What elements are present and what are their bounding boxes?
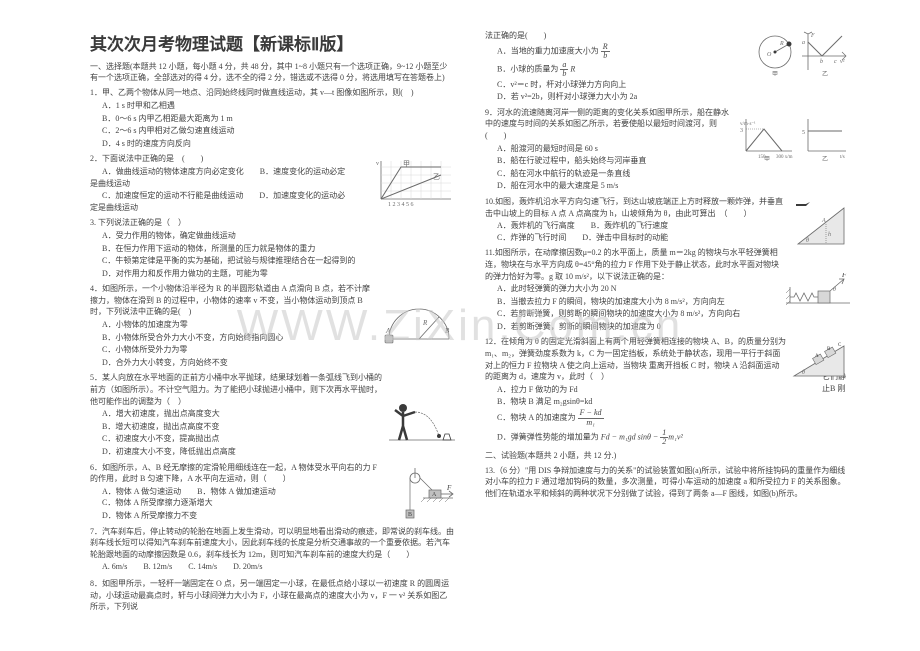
svg-text:F: F	[446, 484, 452, 492]
svg-text:v: v	[376, 161, 379, 167]
svg-text:甲: 甲	[403, 160, 410, 168]
svg-text:A: A	[385, 327, 391, 335]
section2-intro: 二、试验题(本题共 2 小题，共 12 分.)	[485, 450, 850, 461]
svg-text:A: A	[815, 354, 819, 359]
svg-text:a: a	[802, 40, 805, 46]
svg-text:F: F	[810, 33, 815, 39]
svg-text:θ: θ	[833, 287, 836, 293]
svg-text:300 x/m: 300 x/m	[776, 155, 793, 160]
q1: 1．甲、乙两个物体从同一地点、沿同始终线同时做直线运动，其 v—t 图像如图所示…	[90, 87, 455, 149]
svg-text:c: c	[834, 59, 837, 65]
q8-part2: 法正确的是( ) A．当地的重力加速度大小为 Rb B．小球的质量为 ab R …	[485, 30, 850, 103]
incline-abc-icon: A B C θ	[790, 338, 850, 384]
q13: 13.（6 分）"用 DIS 争辩加速度与力的关系"的试验装置如图(a)所示，试…	[485, 465, 850, 500]
q10: 10.如图，轰炸机沿水平方向匀速飞行，到达山坡底端正上方时释放一颗炸弹，并垂直击…	[485, 196, 850, 243]
svg-text:R: R	[779, 41, 784, 47]
q6: 6．如图所示，A、B 经无摩擦的定滑轮用细线连在一起，A 物体受水平向右的力 F…	[90, 462, 455, 522]
svg-text:B: B	[408, 512, 412, 518]
river-graph2-icon: 5 t/s 乙	[800, 117, 850, 165]
svg-text:乙: 乙	[822, 156, 828, 161]
svg-text:3: 3	[740, 128, 743, 134]
svg-text:t/s: t/s	[840, 155, 845, 160]
svg-text:B: B	[445, 327, 450, 335]
spring-block-icon: F θ	[786, 273, 850, 311]
svg-text:O: O	[767, 52, 772, 58]
section1-intro: 一、选择题(本题共 12 小题，每小题 4 分，共 48 分，其中 1~8 小题…	[90, 61, 455, 83]
q5: 5．某人向放在水平地面的正前方小桶中水平抛球，结果球划着一条弧线飞到小桶的前方（…	[90, 372, 455, 457]
svg-text:b: b	[820, 59, 823, 65]
svg-text:A: A	[821, 218, 826, 224]
pulley-icon: B A F	[381, 468, 455, 526]
circle-rod-icon: O R 甲	[754, 30, 796, 80]
paper-title: 其次次月考物理试题【新课标Ⅱ版】	[90, 30, 455, 55]
vt-graph-icon: 甲 乙 1 2 3 4 5 6 v	[373, 157, 455, 211]
q9: 9．河水的流速随离河岸一侧的距离的变化关系如图甲所示，船在静水中的速度与时间的关…	[485, 107, 850, 192]
svg-text:R: R	[422, 319, 428, 327]
svg-text:A: A	[432, 492, 437, 498]
q7: 7．汽车刹车后，停止转动的轮胎在地面上发生滑动，可以明显地看出滑动的痕迹，即常说…	[90, 526, 455, 574]
svg-text:θ: θ	[802, 370, 805, 376]
q12: 12．在倾角为 θ 的固定光滑斜面上有两个用轻弹簧相连接的物块 A、B，的质量分…	[485, 336, 850, 445]
svg-text:乙: 乙	[822, 71, 828, 76]
svg-text:v/m·s⁻¹: v/m·s⁻¹	[740, 121, 756, 127]
bomber-slope-icon: A h θ	[792, 200, 850, 254]
thrower-icon	[389, 398, 455, 446]
svg-text:1 2 3 4 5 6: 1 2 3 4 5 6	[388, 202, 414, 207]
q4: 4．如图所示，一个小物体沿半径为 R 的半圆形轨道由 A 点滑向 B 点，若不计…	[90, 283, 455, 368]
q11: 11.如图所示，在动摩擦因数μ=0.2 的水平面上，质量 m＝2kg 的物块与水…	[485, 247, 850, 332]
left-column: 其次次月考物理试题【新课标Ⅱ版】 一、选择题(本题共 12 小题，每小题 4 分…	[90, 30, 455, 617]
fv2-graph-icon: a b c F v² 乙	[800, 30, 850, 80]
right-column: 法正确的是( ) A．当地的重力加速度大小为 Rb B．小球的质量为 ab R …	[485, 30, 850, 617]
svg-text:甲: 甲	[772, 71, 778, 76]
q2: 2．下面说法中正确的是 ( ) A．做曲线运动的物体速度方向必定变化 B．速度变…	[90, 153, 455, 213]
q8-part1: 8．如图甲所示，一轻杆一端固定在 O 点，另一端固定一小球，在最低点给小球以一初…	[90, 578, 455, 613]
svg-text:v²: v²	[840, 59, 845, 65]
svg-text:甲: 甲	[764, 156, 770, 161]
river-graph-icon: 3 v/m·s⁻¹ 150 300 x/m 甲	[738, 117, 796, 165]
svg-text:θ: θ	[806, 238, 809, 244]
q3: 3. 下列说法正确的是（ ） A．受力作用的物体，确定做曲线运动 B．在恒力作用…	[90, 217, 455, 279]
svg-text:F: F	[841, 273, 847, 279]
svg-text:乙: 乙	[433, 173, 440, 181]
semicircle-icon: A R B	[383, 305, 455, 349]
svg-text:h: h	[828, 232, 831, 238]
svg-text:5: 5	[802, 130, 805, 136]
